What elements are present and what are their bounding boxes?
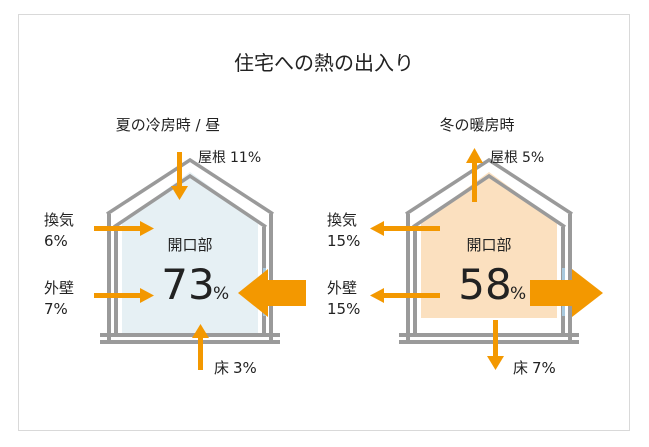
winter-right-wall-outer: [568, 214, 572, 342]
summer-wall-arrowhead: [140, 288, 154, 303]
winter-roof-arrow: [472, 160, 477, 202]
summer-floor-arrowhead: [192, 324, 209, 338]
summer-ventilation-arrow: [94, 226, 142, 231]
summer-openings-value: 73: [161, 260, 214, 309]
summer-roof-arrowhead: [171, 186, 188, 200]
winter-floor-arrowhead: [487, 356, 504, 370]
summer-ventilation-value: 6%: [44, 232, 68, 250]
winter-openings-value: 58: [458, 260, 511, 309]
winter-openings-arrowhead: [572, 269, 603, 317]
summer-openings-arrow: [266, 280, 306, 306]
summer-roof-arrow: [177, 152, 182, 188]
summer-ventilation-arrowhead: [140, 221, 154, 236]
winter-floor-lower: [399, 340, 579, 344]
winter-ventilation-arrowhead: [370, 221, 384, 236]
summer-wall-arrow: [94, 293, 142, 298]
winter-wall-label: 外壁: [327, 279, 357, 297]
winter-floor-upper: [399, 333, 579, 337]
winter-roof-arrowhead: [466, 148, 483, 163]
summer-interior: [122, 172, 258, 333]
winter-wall-value: 15%: [327, 300, 360, 318]
winter-interior: [421, 172, 557, 318]
winter-roof-outer: [405, 157, 573, 216]
summer-right-wall-outer: [269, 214, 273, 342]
summer-openings-unit: %: [213, 284, 229, 304]
winter-left-wall-outer: [406, 214, 410, 342]
summer-floor-arrow: [198, 336, 203, 370]
summer-left-wall-outer: [107, 214, 111, 342]
summer-wall-label: 外壁: [44, 279, 74, 297]
summer-left-wall-inner: [114, 227, 118, 334]
summer-house: 夏の冷房時 / 昼 屋根 11% 換気 6% 外壁 7% 開口部 73: [44, 116, 306, 377]
winter-openings-unit: %: [510, 284, 526, 304]
summer-roof-label: 屋根 11%: [198, 150, 261, 166]
winter-roof-label: 屋根 5%: [490, 150, 544, 166]
winter-openings-label: 開口部: [466, 236, 511, 254]
winter-openings-arrow: [530, 280, 574, 306]
summer-ventilation-label: 換気: [44, 211, 74, 229]
summer-openings-arrowhead: [238, 269, 268, 317]
winter-left-wall-inner: [413, 227, 417, 334]
summer-heading: 夏の冷房時 / 昼: [116, 116, 221, 134]
winter-floor-arrow: [493, 320, 498, 358]
summer-floor-upper: [100, 333, 280, 337]
winter-wall-arrow: [382, 293, 440, 298]
winter-floor-label: 床 7%: [513, 359, 556, 377]
winter-wall-arrowhead: [370, 288, 384, 303]
winter-roof-inner: [412, 173, 566, 229]
winter-ventilation-arrow: [382, 226, 440, 231]
winter-ventilation-value: 15%: [327, 232, 360, 250]
summer-wall-value: 7%: [44, 300, 68, 318]
summer-roof-outer: [106, 157, 274, 216]
diagram-title: 住宅への熱の出入り: [234, 51, 414, 75]
summer-floor-label: 床 3%: [214, 359, 257, 377]
winter-house: 冬の暖房時 屋根 5% 換気 15% 外壁 15% 開口部 58 %: [327, 116, 603, 377]
winter-ventilation-label: 換気: [327, 211, 357, 229]
summer-floor-lower: [100, 340, 280, 344]
winter-heading: 冬の暖房時: [439, 116, 514, 134]
summer-roof-inner: [113, 173, 267, 229]
summer-openings-label: 開口部: [167, 236, 212, 254]
